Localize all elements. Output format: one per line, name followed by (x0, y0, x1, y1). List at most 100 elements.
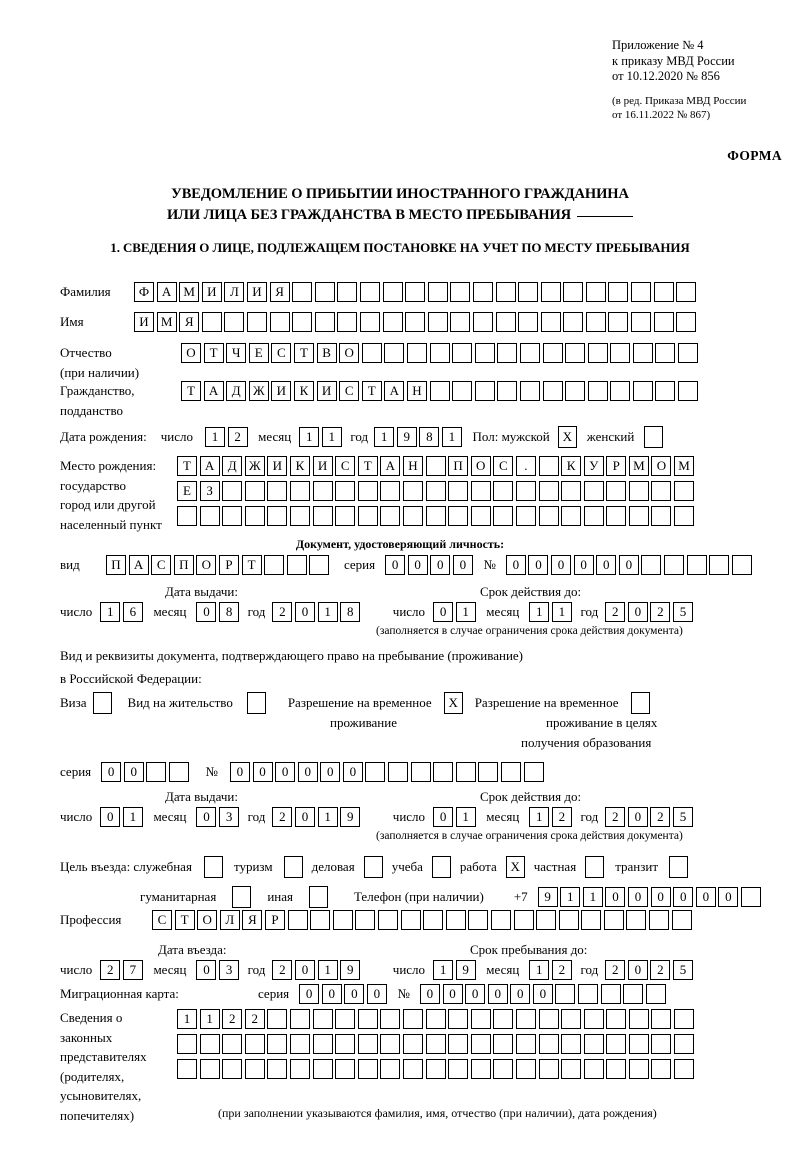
comb-cell[interactable]: С (151, 555, 172, 575)
comb-cell[interactable]: У (583, 456, 604, 476)
comb-cell[interactable] (495, 312, 516, 332)
comb-cell[interactable] (222, 481, 243, 501)
comb-cell[interactable] (565, 343, 586, 363)
comb-cell[interactable]: Т (177, 456, 197, 476)
comb-cell[interactable] (177, 1059, 197, 1079)
comb-cell[interactable] (563, 282, 584, 302)
comb-cell[interactable]: 0 (433, 602, 454, 622)
comb-cell[interactable] (513, 910, 534, 930)
comb-cell[interactable] (335, 1059, 356, 1079)
comb-cell[interactable] (427, 312, 448, 332)
comb-cell[interactable] (493, 1009, 514, 1029)
comb-cell[interactable]: 3 (219, 960, 240, 980)
comb-cell[interactable] (314, 282, 335, 302)
comb-cell[interactable]: 0 (100, 807, 121, 827)
comb-cell[interactable]: 8 (340, 602, 361, 622)
comb-cell[interactable] (224, 312, 245, 332)
comb-cell[interactable] (686, 555, 707, 575)
comb-cell[interactable] (357, 1034, 378, 1054)
comb-cell[interactable] (448, 506, 469, 526)
comb-cell[interactable]: 0 (275, 762, 296, 782)
comb-cell[interactable]: 1 (374, 427, 395, 447)
comb-cell[interactable] (606, 506, 627, 526)
comb-cell[interactable] (429, 343, 450, 363)
comb-cell[interactable] (267, 1009, 288, 1029)
comb-cell[interactable] (608, 282, 629, 302)
comb-cell[interactable]: Д (226, 381, 247, 401)
comb-cell[interactable]: О (196, 555, 217, 575)
comb-cell[interactable]: П (106, 555, 126, 575)
comb-cell[interactable]: Т (357, 456, 378, 476)
comb-cell[interactable] (382, 312, 403, 332)
comb-cell[interactable]: И (267, 456, 288, 476)
comb-cell[interactable]: 1 (321, 427, 342, 447)
comb-cell[interactable] (468, 910, 489, 930)
comb-cell[interactable] (359, 312, 380, 332)
comb-cell[interactable] (628, 481, 649, 501)
comb-cell[interactable] (493, 481, 514, 501)
purpose-other-checkbox[interactable] (308, 886, 328, 908)
comb-cell[interactable] (357, 506, 378, 526)
comb-cell[interactable] (651, 1059, 672, 1079)
comb-cell[interactable]: 2 (272, 807, 293, 827)
comb-cell[interactable] (493, 1034, 514, 1054)
comb-cell[interactable] (384, 343, 405, 363)
comb-cell[interactable] (561, 1034, 582, 1054)
comb-cell[interactable] (606, 481, 627, 501)
comb-cell[interactable]: М (628, 456, 649, 476)
comb-cell[interactable] (519, 381, 540, 401)
comb-cell[interactable]: И (271, 381, 292, 401)
comb-cell[interactable]: С (271, 343, 292, 363)
comb-cell[interactable] (674, 1009, 695, 1029)
comb-cell[interactable] (244, 506, 265, 526)
comb-cell[interactable]: 6 (122, 602, 143, 622)
comb-cell[interactable]: Т (293, 343, 314, 363)
comb-cell[interactable]: 2 (272, 960, 293, 980)
edu-residence-checkbox[interactable] (630, 692, 650, 714)
comb-cell[interactable]: 0 (295, 602, 316, 622)
comb-cell[interactable] (168, 762, 189, 782)
comb-cell[interactable]: 2 (100, 960, 121, 980)
comb-cell[interactable]: 2 (650, 960, 671, 980)
comb-cell[interactable] (474, 381, 495, 401)
comb-cell[interactable]: 0 (605, 887, 626, 907)
comb-cell[interactable]: 1 (455, 602, 476, 622)
comb-cell[interactable]: М (674, 456, 695, 476)
comb-cell[interactable] (497, 381, 518, 401)
comb-cell[interactable]: 0 (321, 984, 342, 1004)
comb-cell[interactable]: З (199, 481, 220, 501)
comb-cell[interactable] (631, 312, 652, 332)
comb-cell[interactable] (365, 762, 386, 782)
comb-cell[interactable]: 0 (695, 887, 716, 907)
comb-cell[interactable]: 2 (272, 602, 293, 622)
comb-cell[interactable]: О (197, 910, 218, 930)
comb-cell[interactable]: 0 (528, 555, 549, 575)
comb-cell[interactable]: Д (222, 456, 243, 476)
comb-cell[interactable] (429, 381, 450, 401)
comb-cell[interactable] (448, 1009, 469, 1029)
comb-cell[interactable] (600, 984, 621, 1004)
comb-cell[interactable] (406, 343, 427, 363)
comb-cell[interactable] (312, 1009, 333, 1029)
comb-cell[interactable]: 9 (396, 427, 417, 447)
comb-cell[interactable] (380, 506, 401, 526)
comb-cell[interactable] (289, 1034, 310, 1054)
comb-cell[interactable] (289, 506, 310, 526)
comb-cell[interactable]: 0 (628, 887, 649, 907)
comb-cell[interactable] (380, 481, 401, 501)
comb-cell[interactable]: Т (181, 381, 201, 401)
comb-cell[interactable] (626, 910, 647, 930)
comb-cell[interactable]: 9 (455, 960, 476, 980)
residence-permit-checkbox[interactable] (246, 692, 266, 714)
comb-cell[interactable] (610, 343, 631, 363)
comb-cell[interactable] (380, 1059, 401, 1079)
comb-cell[interactable] (289, 481, 310, 501)
